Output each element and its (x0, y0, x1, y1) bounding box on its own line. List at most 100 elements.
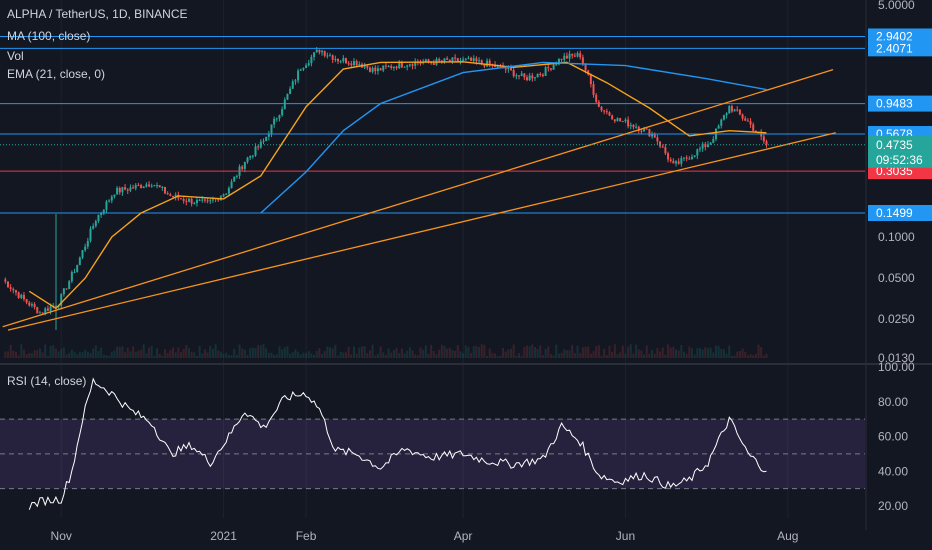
candle (36, 306, 39, 314)
volume-bar (310, 353, 313, 358)
candle (669, 157, 672, 163)
candle (94, 219, 97, 228)
current-price-label: 0.4735 (876, 138, 913, 152)
ma-legend[interactable]: MA (100, close) (7, 29, 91, 43)
candle-body (156, 185, 159, 187)
candle (246, 156, 249, 164)
candle-body (560, 58, 563, 60)
candle (342, 55, 345, 64)
volume-bar (46, 355, 49, 358)
candle-body (480, 60, 483, 64)
volume-bar (108, 355, 111, 358)
candle (190, 197, 193, 207)
candle (403, 66, 406, 68)
candle (339, 60, 342, 64)
candle-body (589, 74, 592, 85)
candle-body (28, 302, 31, 306)
volume-bar (116, 346, 119, 358)
candle (549, 68, 552, 72)
candle-body (299, 69, 302, 71)
candle (310, 54, 313, 67)
candle-body (25, 299, 28, 303)
volume-bar (251, 347, 254, 358)
candle-body (446, 58, 449, 60)
candle (156, 182, 159, 189)
volume-bar (339, 351, 342, 358)
candle (648, 128, 651, 137)
candle-body (179, 198, 182, 200)
volume-bar (659, 351, 662, 358)
candle (227, 186, 230, 195)
trend-line[interactable] (7, 132, 836, 331)
volume-bar (698, 348, 701, 358)
volume-bar (440, 344, 443, 358)
volume-bar (754, 353, 757, 358)
candle-body (286, 94, 289, 100)
volume-bar (265, 348, 268, 358)
volume-bar (195, 355, 198, 358)
rsi-legend[interactable]: RSI (14, close) (7, 374, 87, 388)
volume-bar (89, 352, 92, 358)
candle (193, 201, 196, 205)
candle (124, 183, 127, 191)
candle-body (273, 118, 276, 125)
candle-body (653, 134, 656, 138)
volume-bar (605, 355, 608, 358)
candle-body (22, 294, 25, 300)
candle-body (738, 109, 741, 115)
trendlines-layer (2, 69, 836, 331)
volume-bar (507, 349, 510, 358)
candle-body (488, 60, 491, 65)
candle-body (525, 77, 528, 81)
candle-body (134, 185, 137, 189)
volume-bar (241, 348, 244, 358)
volume-bar (219, 351, 222, 358)
volume-bar (486, 355, 489, 358)
candle (411, 63, 414, 70)
candle (38, 310, 41, 314)
candle (653, 132, 656, 138)
candle-body (398, 61, 401, 69)
candle-body (640, 130, 643, 132)
candle-body (241, 166, 244, 169)
candle-body (342, 58, 345, 62)
volume-bar (531, 344, 534, 358)
candle (392, 66, 395, 71)
candle-body (432, 62, 435, 65)
candle-body (291, 81, 294, 89)
volume-bar (371, 344, 374, 358)
candle (605, 108, 608, 115)
candle-body (512, 70, 515, 77)
volume-bar (669, 347, 672, 358)
candle (765, 139, 768, 148)
candle-body (161, 186, 164, 188)
candle-body (227, 187, 230, 194)
candle (712, 136, 715, 144)
candle (28, 300, 31, 307)
vol-legend[interactable]: Vol (7, 49, 24, 63)
volume-bar (211, 348, 214, 358)
candle (86, 237, 89, 250)
candle-body (337, 59, 340, 62)
volume-bar (68, 352, 71, 358)
candle-body (36, 307, 39, 314)
candle-body (462, 59, 465, 61)
volume-bar (584, 346, 587, 358)
candle-body (190, 198, 193, 204)
volume-bar (148, 347, 151, 358)
candle-body (126, 189, 129, 191)
candle-body (627, 119, 630, 127)
trend-line[interactable] (2, 69, 834, 328)
candle (68, 280, 71, 290)
volume-bar (243, 349, 246, 358)
candle-body (571, 53, 574, 56)
price-tick-label: 0.0500 (878, 271, 915, 285)
volume-bar (347, 346, 350, 358)
ema-legend[interactable]: EMA (21, close, 0) (7, 67, 106, 81)
volume-bar (76, 354, 79, 358)
candle-body (387, 66, 390, 68)
volume-bar (97, 350, 100, 358)
candle (762, 133, 765, 144)
candle-body (363, 66, 366, 68)
